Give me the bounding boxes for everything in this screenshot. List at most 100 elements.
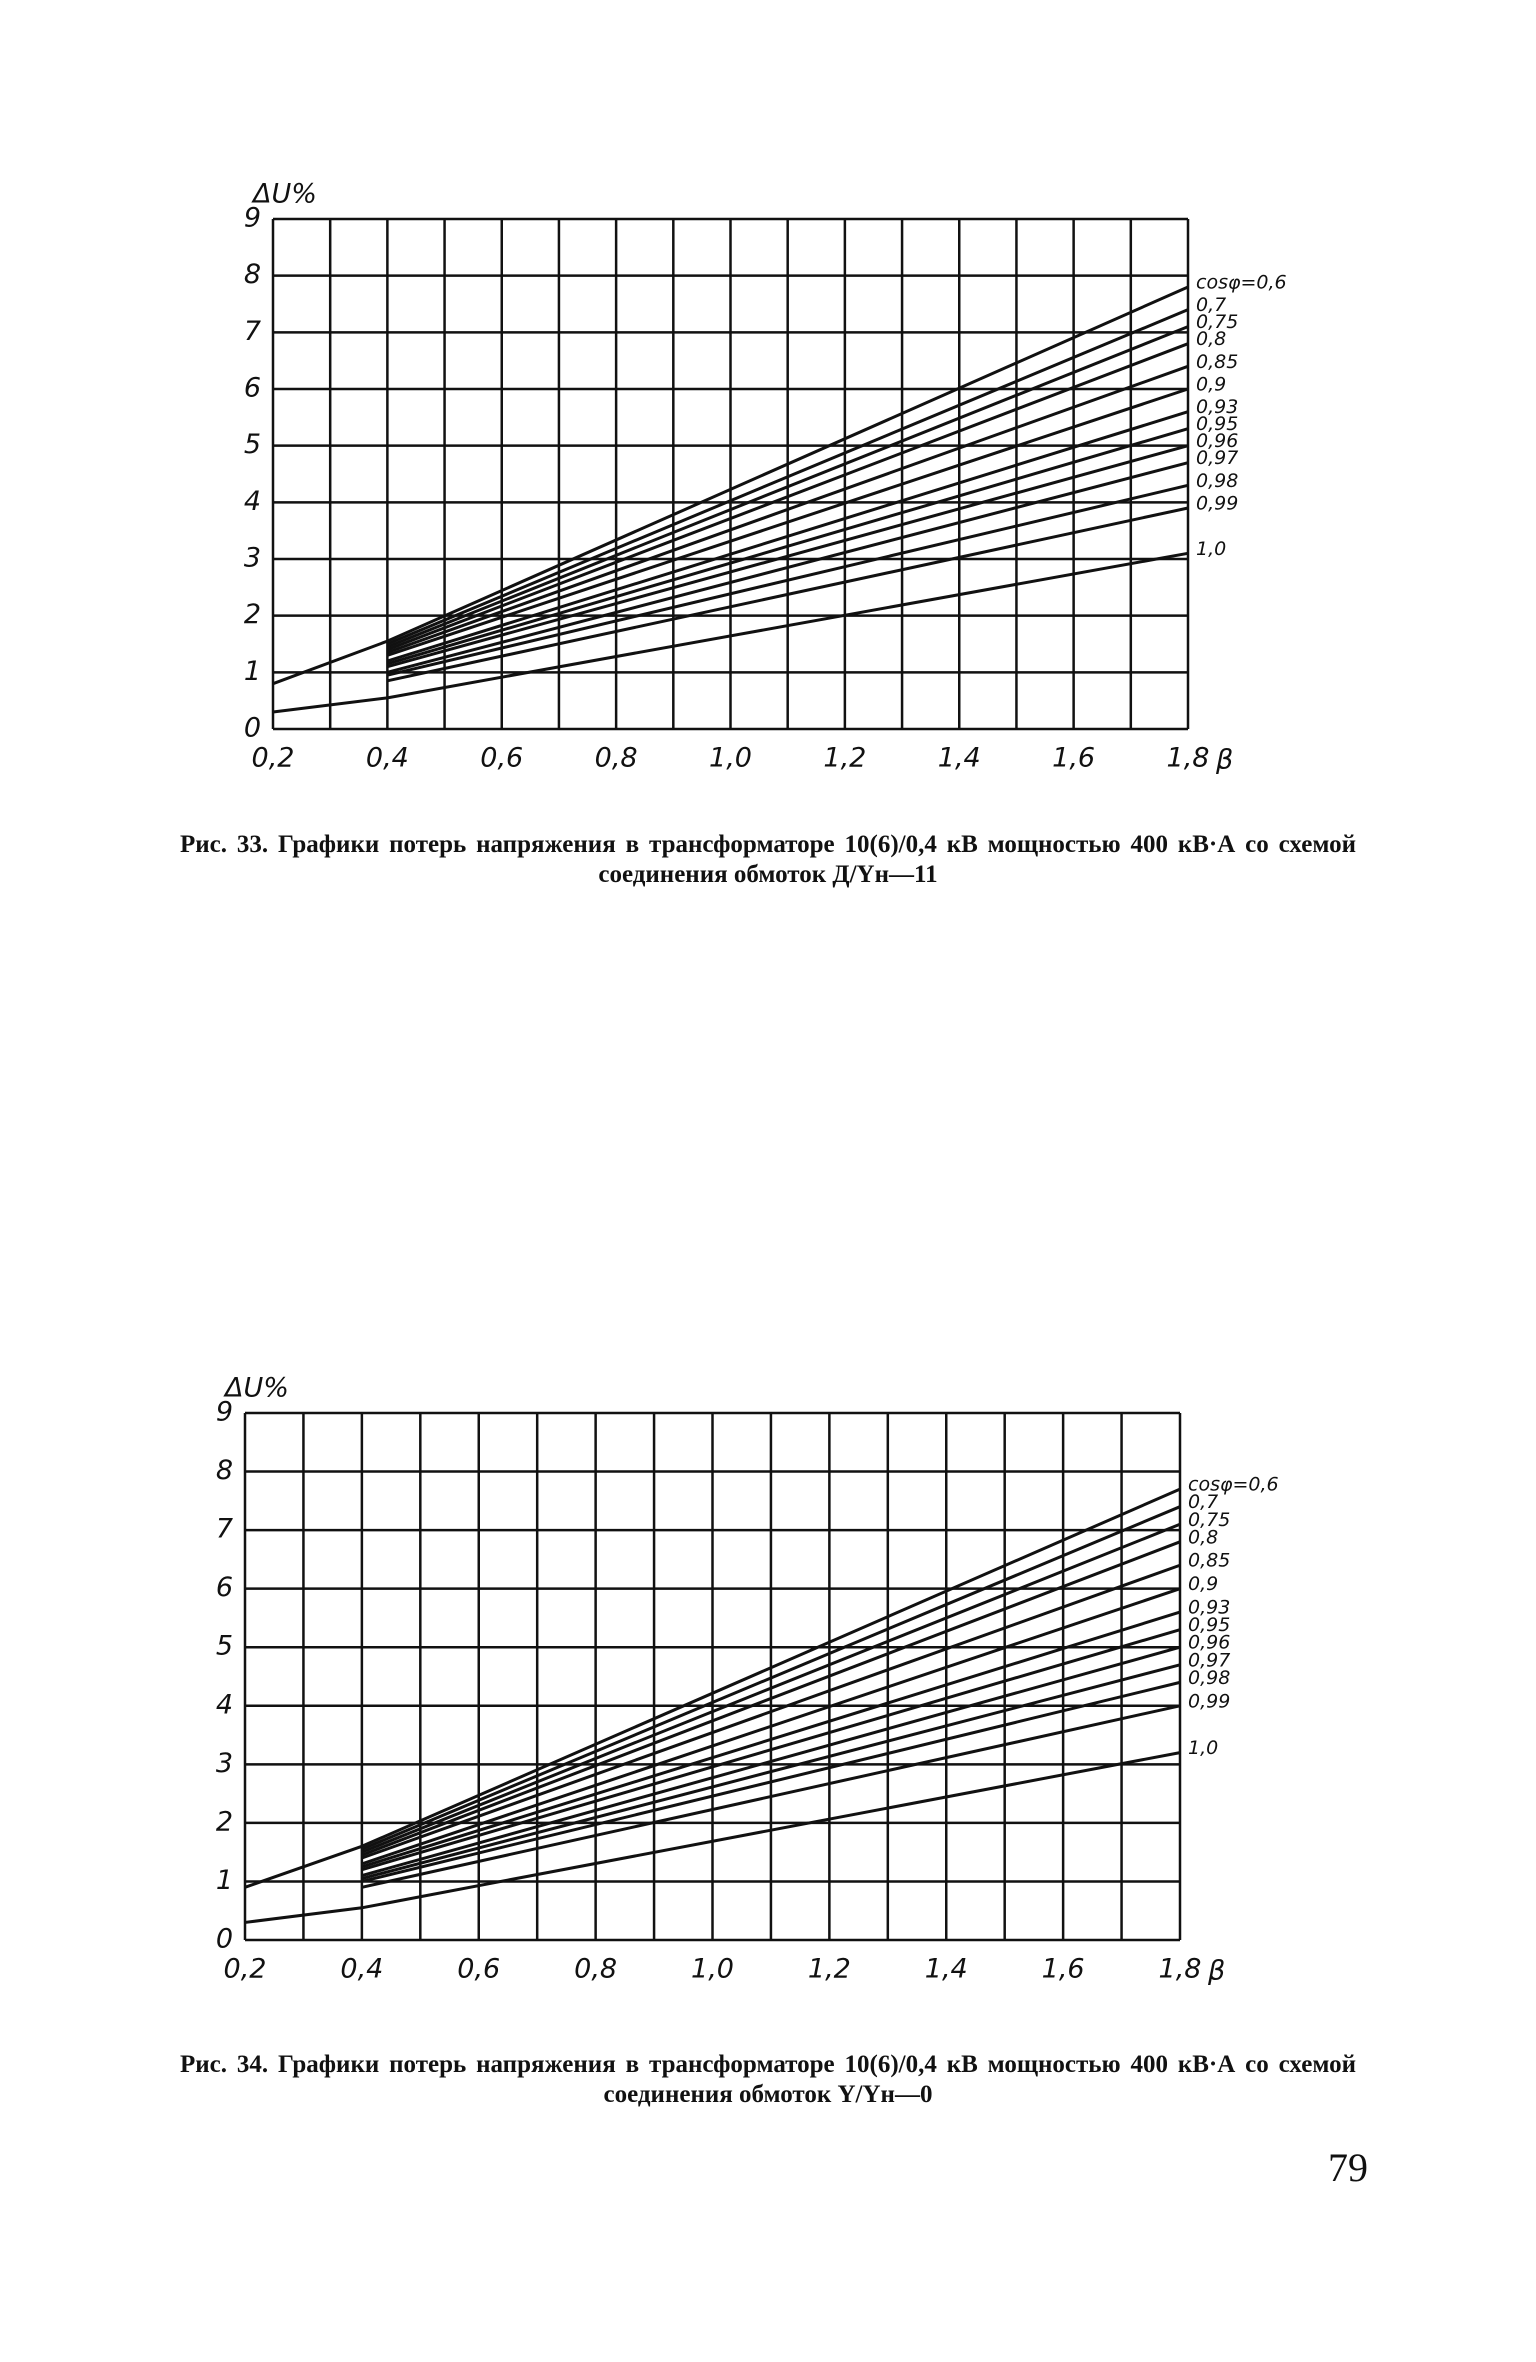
series-line <box>361 1610 1181 1869</box>
caption: Рис. 33. Графики потерь напряжения в тра… <box>180 831 1356 888</box>
series-line <box>272 551 1189 714</box>
series-line <box>387 483 1189 677</box>
series-line <box>361 1563 1181 1860</box>
y-tick-label: 8 <box>216 1455 233 1486</box>
series-line <box>386 387 1189 657</box>
y-axis-label: ΔU% <box>223 1373 289 1404</box>
x-tick-label: 1,6 <box>1052 743 1095 774</box>
y-tick-label: 3 <box>216 1748 233 1779</box>
y-tick-label: 7 <box>216 1514 233 1545</box>
x-tick-label: 1,2 <box>808 1954 851 1985</box>
y-tick-label: 4 <box>244 486 261 517</box>
legend-label: 0,9 <box>1188 1573 1218 1595</box>
page-number: 79 <box>1328 2145 1368 2190</box>
y-tick-label: 0 <box>244 713 261 744</box>
legend-label: 0,8 <box>1196 328 1226 350</box>
legend-label: 0,9 <box>1196 374 1226 396</box>
series-line <box>361 1628 1181 1872</box>
y-axis-label: ΔU% <box>251 179 317 210</box>
series-line <box>361 1587 1181 1866</box>
caption: Рис. 34. Графики потерь напряжения в тра… <box>180 2051 1356 2108</box>
y-tick-label: 4 <box>216 1689 233 1720</box>
legend-label: 0,93 <box>1188 1597 1230 1619</box>
x-tick-label: 1,8 <box>1159 1954 1202 1985</box>
y-tick-label: 5 <box>216 1631 233 1662</box>
series-line <box>361 1704 1181 1889</box>
legend-label: 0,85 <box>1196 351 1238 373</box>
y-tick-label: 9 <box>244 203 261 234</box>
legend-label: 0,96 <box>1196 430 1238 452</box>
legend-label: 0,8 <box>1188 1526 1218 1548</box>
series-line <box>361 1540 1181 1857</box>
legend-label: 0,98 <box>1188 1667 1230 1689</box>
x-tick-label: 1,6 <box>1042 1954 1085 1985</box>
y-tick-label: 9 <box>216 1397 233 1428</box>
series-line <box>244 1751 1181 1924</box>
legend-label: cosφ=0,6 <box>1196 272 1287 294</box>
y-tick-label: 3 <box>244 543 261 574</box>
series-line <box>386 427 1189 666</box>
series-line <box>361 1505 1181 1851</box>
x-tick-label: 1,0 <box>709 743 752 774</box>
chart: 0,2 0,4 0,6 0,8 1,0 1,2 1,4 1,6 1,8 0 1 2 3 4 5 6 7 8 9ΔU%… <box>180 1373 1356 2109</box>
x-tick-label: 0,8 <box>595 743 638 774</box>
y-tick-label: 8 <box>244 259 261 290</box>
y-tick-label: 2 <box>244 599 261 630</box>
series-line <box>272 285 1189 686</box>
legend-label: 0,7 <box>1196 294 1226 316</box>
x-tick-label: 0,4 <box>340 1954 383 1985</box>
series-line <box>386 461 1189 674</box>
legend-label: 1,0 <box>1196 538 1226 560</box>
x-tick-label: 1,0 <box>691 1954 734 1985</box>
series-line <box>387 506 1189 683</box>
legend-label: 0,7 <box>1188 1491 1218 1513</box>
legend-label: 0,75 <box>1188 1509 1230 1531</box>
legend-label: 0,99 <box>1188 1690 1230 1712</box>
chart: 0,2 0,4 0,6 0,8 1,0 1,2 1,4 1,6 1,8 0 1 2 3 4 5 6 7 8 9ΔU%… <box>180 179 1356 889</box>
series-line <box>386 364 1189 654</box>
legend-label: 0,98 <box>1196 470 1238 492</box>
x-tick-label: 0,2 <box>252 743 295 774</box>
series-line <box>361 1680 1181 1883</box>
caption-box: Рис. 33. Графики потерь напряжения в тра… <box>180 831 1356 888</box>
x-tick-label: 1,2 <box>823 743 866 774</box>
legend-label: 0,75 <box>1196 311 1238 333</box>
x-axis-label: β <box>1215 745 1233 776</box>
y-tick-label: 1 <box>244 656 261 687</box>
legend-label: 0,96 <box>1188 1632 1230 1654</box>
y-tick-label: 7 <box>244 316 261 347</box>
legend-label: 0,99 <box>1196 493 1238 515</box>
series-line <box>386 444 1189 669</box>
series-line <box>244 1487 1181 1889</box>
legend-label: 0,95 <box>1188 1614 1230 1636</box>
legend-label: 0,93 <box>1196 396 1238 418</box>
x-tick-label: 1,4 <box>938 743 981 774</box>
y-tick-label: 6 <box>244 373 261 404</box>
series-line <box>361 1663 1181 1880</box>
x-tick-label: 0,6 <box>480 743 523 774</box>
series-line <box>386 308 1189 646</box>
series-line <box>386 325 1189 649</box>
y-tick-label: 2 <box>216 1806 233 1837</box>
legend-label: 0,95 <box>1196 413 1238 435</box>
x-tick-label: 0,2 <box>224 1954 267 1985</box>
caption-box: Рис. 34. Графики потерь напряжения в тра… <box>180 2051 1356 2108</box>
x-tick-label: 0,8 <box>574 1954 617 1985</box>
y-tick-label: 5 <box>244 429 261 460</box>
y-tick-label: 1 <box>216 1865 233 1896</box>
series-line <box>361 1645 1181 1878</box>
legend-label: 0,97 <box>1188 1649 1230 1671</box>
y-tick-label: 0 <box>216 1924 233 1955</box>
y-tick-label: 6 <box>216 1572 233 1603</box>
series-line <box>361 1522 1181 1854</box>
legend-label: 1,0 <box>1188 1737 1218 1759</box>
x-tick-label: 1,8 <box>1167 743 1210 774</box>
legend-label: 0,97 <box>1196 447 1238 469</box>
x-axis-label: β <box>1207 1956 1225 1987</box>
legend-label: 0,85 <box>1188 1550 1230 1572</box>
series-line <box>386 342 1189 652</box>
legend-label: cosφ=0,6 <box>1188 1474 1279 1496</box>
series-line <box>386 410 1189 663</box>
x-tick-label: 0,6 <box>457 1954 500 1985</box>
